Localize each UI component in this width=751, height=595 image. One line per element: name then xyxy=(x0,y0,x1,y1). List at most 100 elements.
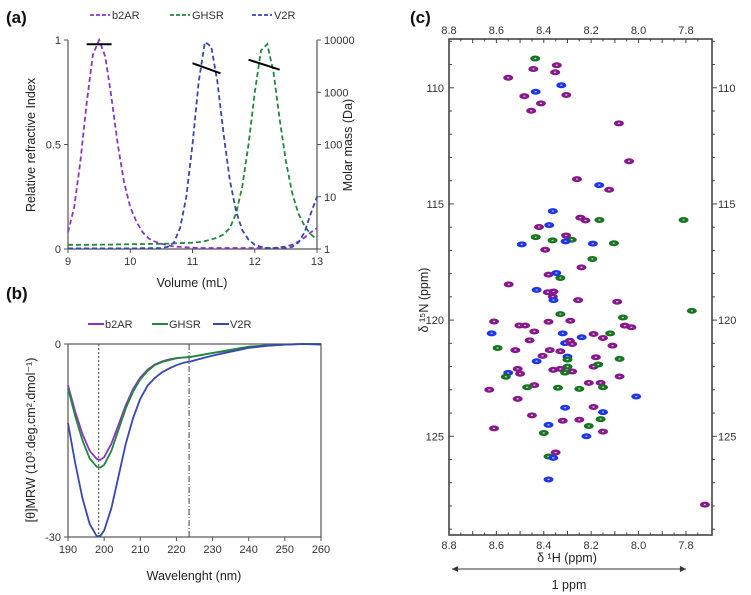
peak-center xyxy=(551,295,554,298)
panel-a-y-axis-label: Relative refractive Index xyxy=(24,77,38,212)
x-bottom-tick-label: 8.4 xyxy=(536,540,551,552)
spectrum-frame xyxy=(448,38,713,536)
panel-c-hsqc-spectrum: (c) δ ¹H (ppm) δ ¹⁵N (ppm) 1 ppm 8.8 8.8 8… xyxy=(410,8,736,592)
y-tick-label: 0 xyxy=(55,339,61,351)
peak-center xyxy=(592,365,595,368)
peak-center xyxy=(569,320,572,322)
peak-center xyxy=(580,266,583,269)
peak-center xyxy=(530,110,533,112)
peak-center xyxy=(552,457,555,459)
x-bottom-tick-label: 8.2 xyxy=(584,540,599,552)
peak-center xyxy=(492,427,496,430)
peak-center xyxy=(535,289,538,291)
peak-center xyxy=(627,160,631,162)
peak-center xyxy=(598,219,601,221)
peak-center xyxy=(611,344,614,347)
series-line-GHSR xyxy=(67,343,321,469)
panel-a-sec-mals-chart: (a) Volume (mL) Relative refractive Inde… xyxy=(6,8,355,290)
y-left-tick-label: 115 xyxy=(426,199,444,211)
peak-center xyxy=(537,226,541,228)
peak-center xyxy=(561,419,564,422)
panel-a-x-axis-label: Volume (mL) xyxy=(157,276,228,290)
molar-mass-segment-V2R xyxy=(192,62,221,75)
peak-center xyxy=(585,435,588,437)
peak-center xyxy=(535,360,538,362)
peak-center xyxy=(601,411,605,413)
peak-center xyxy=(621,316,625,319)
peak-center xyxy=(556,387,560,389)
peak-center xyxy=(601,386,605,388)
peak-center xyxy=(682,219,685,221)
peak-center xyxy=(552,299,555,301)
peak-center xyxy=(592,406,595,408)
x-tick-label: 10 xyxy=(124,256,136,268)
peak-center xyxy=(607,189,611,191)
peak-center xyxy=(580,336,583,338)
peak-center xyxy=(528,339,531,342)
legend-label: b2AR xyxy=(105,319,133,331)
peak-center xyxy=(490,332,493,335)
x-top-tick-label: 8.6 xyxy=(489,25,504,37)
peak-center xyxy=(516,368,519,370)
x-tick-label: 260 xyxy=(312,544,330,556)
peak-center xyxy=(575,178,579,180)
series-line-b2AR xyxy=(67,343,321,461)
y-right-tick-label: 120 xyxy=(718,315,736,327)
panel-b-label: (b) xyxy=(6,284,28,303)
peak-center xyxy=(592,333,595,335)
peak-center xyxy=(559,350,562,352)
peak-center xyxy=(623,324,627,327)
peak-center xyxy=(599,418,602,420)
peak-center xyxy=(561,332,564,335)
peak-center xyxy=(554,451,557,454)
panel-b-y-axis-label: [θ]MRW (10³.deg.cm².dmol⁻¹) xyxy=(24,358,38,523)
peak-center xyxy=(518,373,522,375)
peak-center xyxy=(578,419,581,421)
legend-label: V2R xyxy=(274,10,295,22)
peak-center xyxy=(571,343,574,345)
peak-center xyxy=(504,376,508,378)
peak-center xyxy=(492,320,496,323)
peak-center xyxy=(539,102,543,105)
peak-center xyxy=(534,91,537,93)
peak-center xyxy=(597,363,600,366)
x-tick-label: 13 xyxy=(311,256,323,268)
peak-center xyxy=(564,234,568,237)
peak-center xyxy=(564,240,567,243)
peak-center xyxy=(496,347,499,349)
x-top-tick-label: 7.8 xyxy=(678,25,693,37)
panel-c-scale-bar-label: 1 ppm xyxy=(552,578,587,592)
y-tick-label: 0 xyxy=(55,244,61,256)
x-tick-label: 220 xyxy=(167,544,185,556)
peak-center xyxy=(578,388,581,390)
peak-center xyxy=(541,355,544,357)
peak-center xyxy=(608,332,612,335)
x-top-tick-label: 8.4 xyxy=(536,25,551,37)
peak-center xyxy=(566,365,569,368)
peak-center xyxy=(690,310,694,312)
peak-center xyxy=(703,503,707,506)
panel-a-y2-axis-label: Molar mass (Da) xyxy=(341,99,355,191)
peak-center xyxy=(555,64,559,66)
peak-center xyxy=(488,389,491,391)
scale-bar-right-arrow-icon xyxy=(679,566,686,572)
x-bottom-tick-label: 8.0 xyxy=(631,540,646,552)
y2-tick-label: 1000 xyxy=(324,87,348,99)
peak-center xyxy=(559,277,562,279)
peak-center xyxy=(555,272,558,274)
x-bottom-tick-label: 8.8 xyxy=(441,540,456,552)
peak-center xyxy=(552,290,555,293)
peak-center xyxy=(543,249,547,251)
peak-center xyxy=(568,340,572,342)
peak-center xyxy=(601,337,605,339)
peak-center xyxy=(547,478,550,481)
peak-center xyxy=(518,324,521,327)
peak-center xyxy=(530,414,534,417)
x-tick-label: 230 xyxy=(203,544,221,556)
peak-center xyxy=(591,258,594,260)
peak-center xyxy=(551,210,554,212)
peak-center xyxy=(616,301,619,303)
peak-center xyxy=(546,291,550,293)
series-line-V2R xyxy=(67,343,322,538)
